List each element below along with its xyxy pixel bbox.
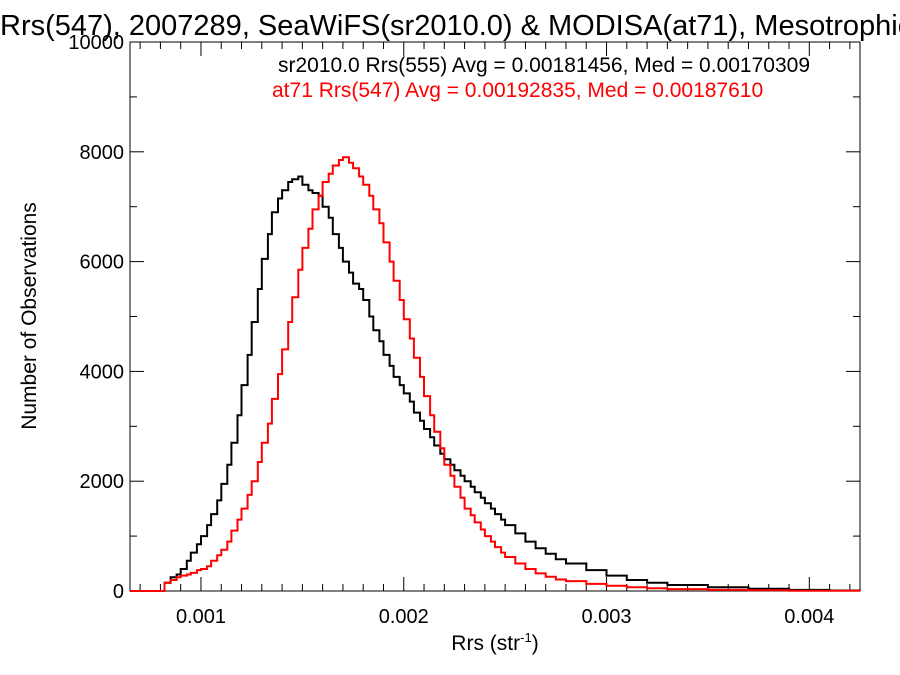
series-group bbox=[130, 156, 861, 592]
y-tick-label-0: 0 bbox=[113, 581, 124, 603]
x-axis-label-close: ) bbox=[532, 632, 539, 655]
legend-entry-0: sr2010.0 Rrs(555) Avg = 0.00181456, Med … bbox=[278, 54, 810, 77]
chart-title: Rrs(547), 2007289, SeaWiFS(sr2010.0) & M… bbox=[0, 10, 900, 42]
x-tick-label-3: 0.004 bbox=[784, 606, 834, 628]
y-axis-label: Number of Observations bbox=[18, 202, 41, 430]
series-line-0 bbox=[130, 175, 861, 592]
y-tick-label-2: 4000 bbox=[80, 361, 125, 383]
x-axis-label-main: Rrs (str bbox=[451, 632, 520, 655]
x-tick-label-0: 0.001 bbox=[176, 606, 226, 628]
x-axis-label-superscript: -1 bbox=[520, 630, 532, 645]
axis-ticks: 0 2000 4000 6000 8000 10000 0.001 0.002 0.003 0.0… bbox=[68, 32, 860, 628]
x-axis-label: Rrs (str-1) bbox=[451, 630, 538, 655]
y-tick-label-1: 2000 bbox=[80, 471, 125, 493]
y-tick-label-5: 10000 bbox=[68, 32, 124, 54]
y-tick-label-4: 8000 bbox=[80, 142, 125, 164]
x-tick-label-2: 0.003 bbox=[581, 606, 631, 628]
series-line-1 bbox=[130, 156, 861, 592]
legend-entry-1: at71 Rrs(547) Avg = 0.00192835, Med = 0.… bbox=[272, 79, 763, 102]
x-tick-label-1: 0.002 bbox=[379, 606, 429, 628]
y-tick-label-3: 6000 bbox=[80, 252, 125, 274]
